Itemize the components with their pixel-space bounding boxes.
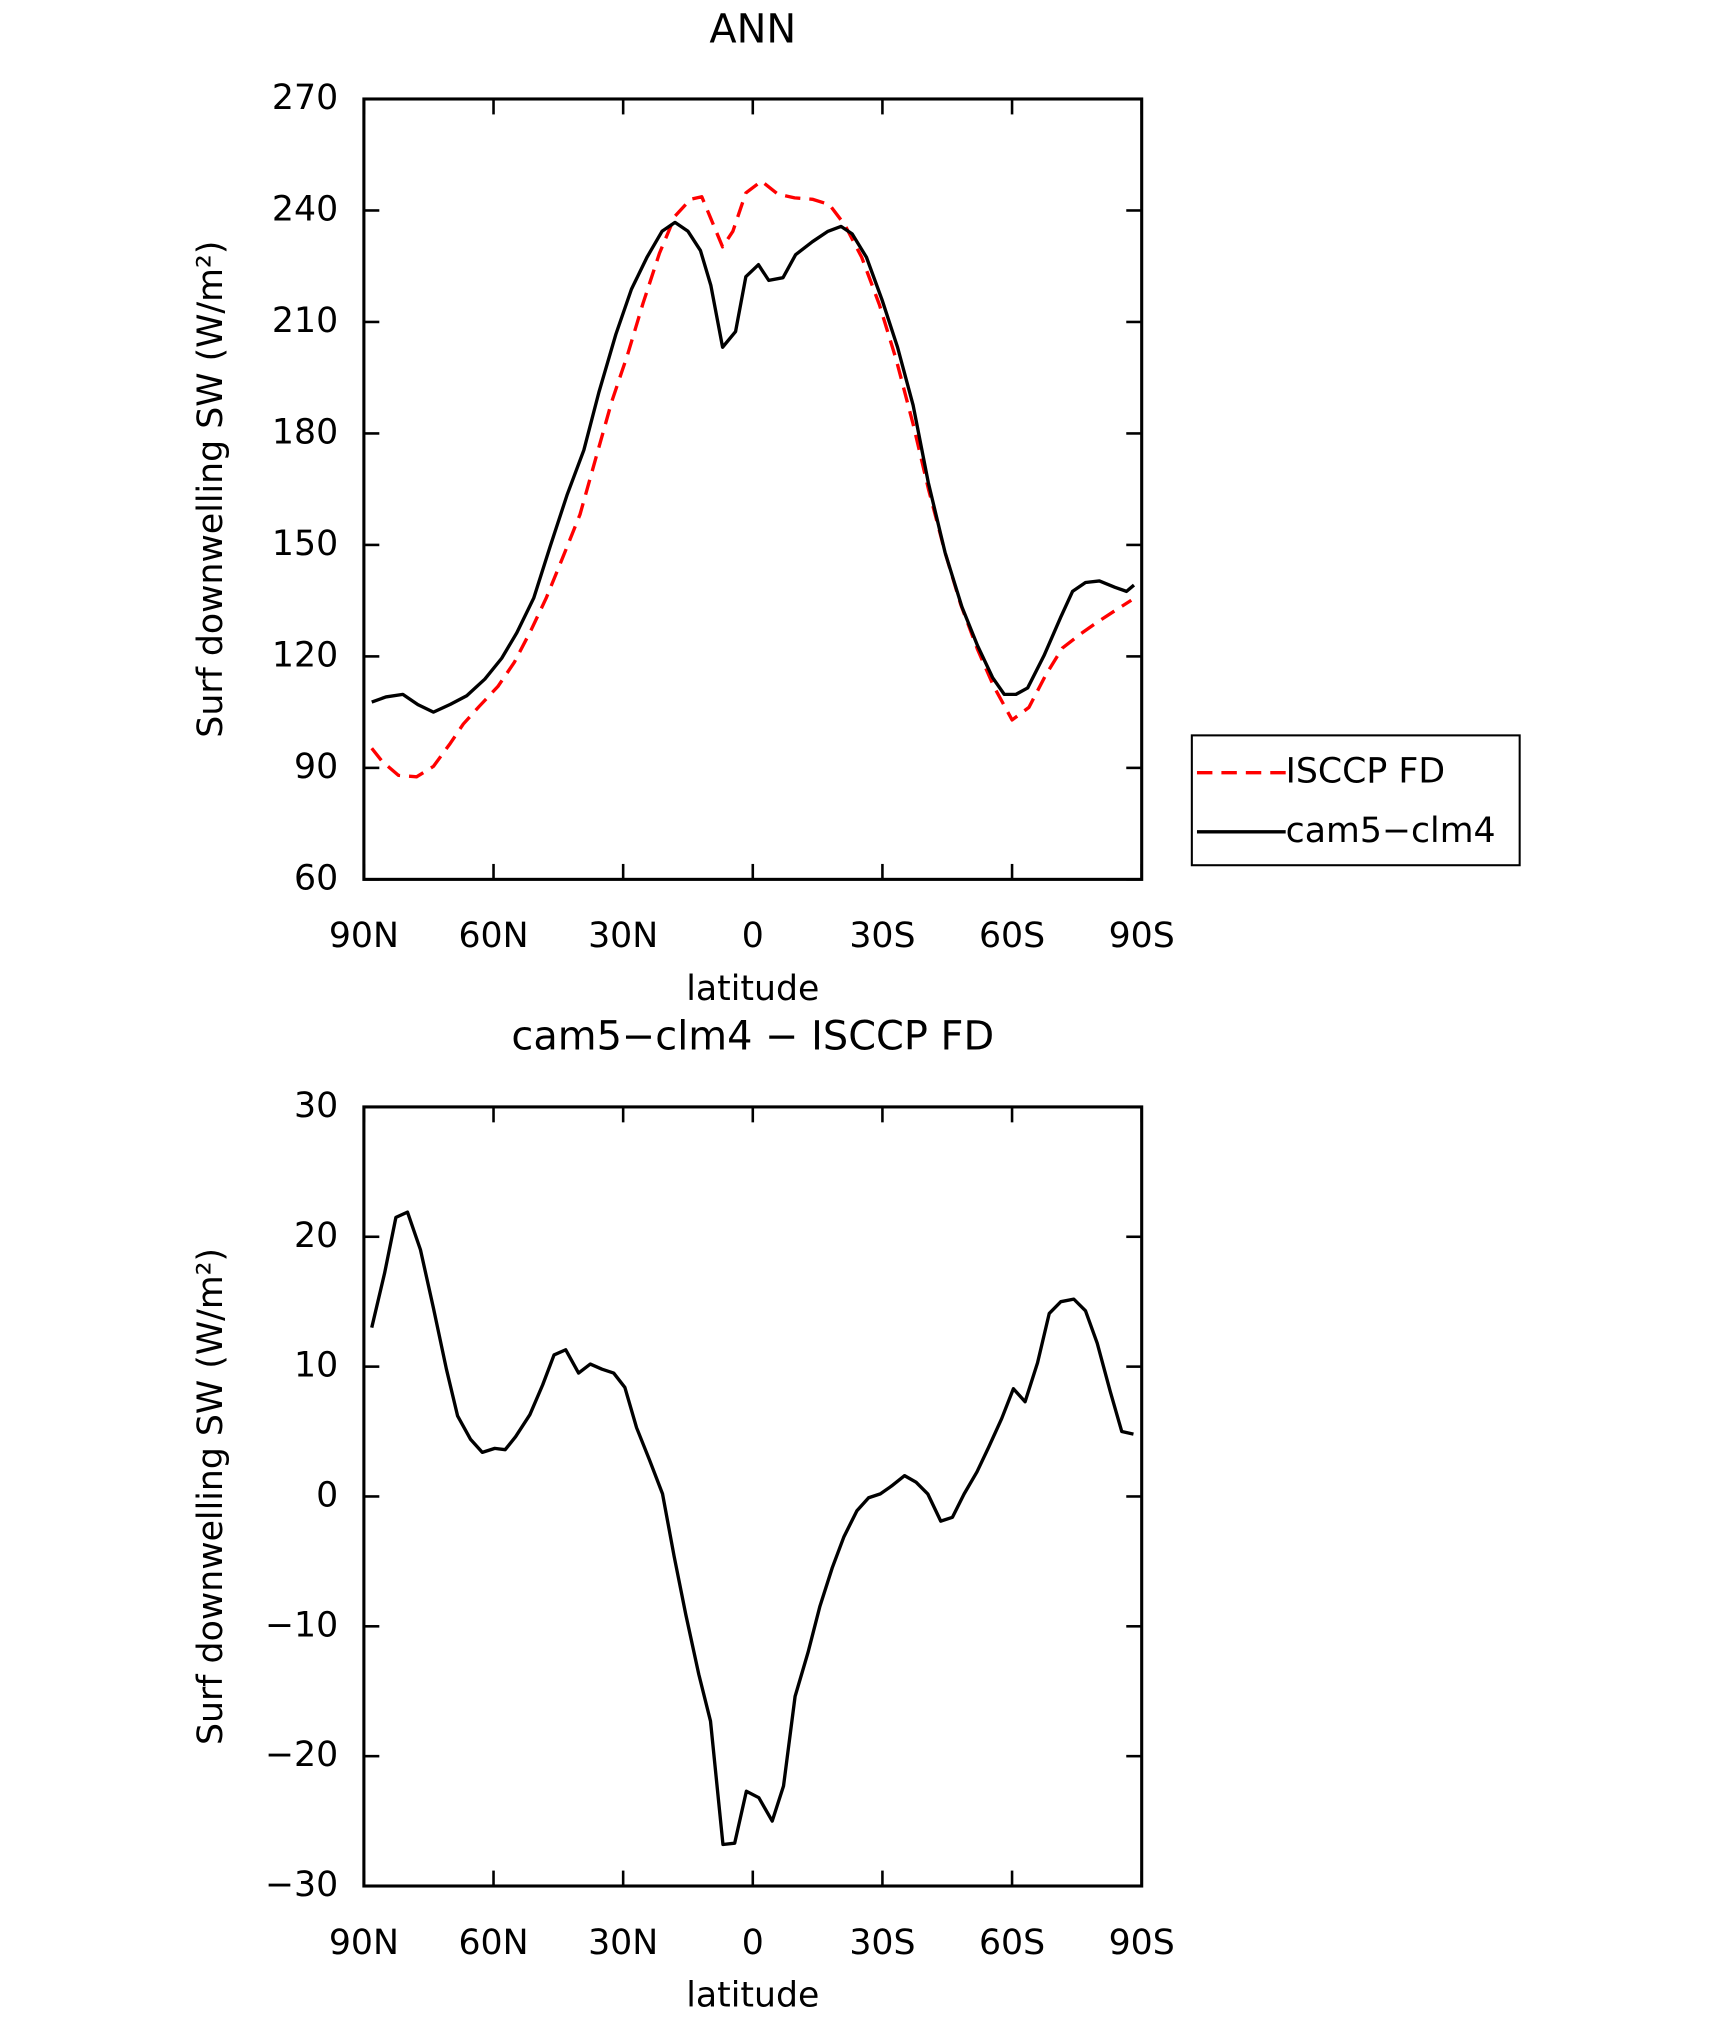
y-tick-label: 120	[272, 635, 338, 675]
y-tick-label: 10	[294, 1346, 338, 1386]
x-tick-label: 90S	[1109, 1923, 1175, 1963]
y-axis-label: Surf downwelling SW (W/m²)	[191, 1248, 231, 1745]
legend-box	[1190, 734, 1521, 867]
y-tick-label: 60	[294, 858, 338, 898]
plot-frame	[362, 97, 1144, 881]
plot-frame	[362, 1105, 1144, 1888]
data-line	[370, 1210, 1134, 1847]
legend-label: cam5−clm4	[1286, 811, 1496, 851]
y-tick-label: −10	[265, 1605, 338, 1645]
x-tick-label: 30N	[588, 1923, 658, 1963]
x-axis-label: latitude	[686, 969, 819, 1009]
x-tick-label: 30N	[588, 916, 658, 956]
legend-label: ISCCP FD	[1286, 752, 1445, 792]
y-tick-label: 180	[272, 412, 338, 452]
x-tick-label: 30S	[849, 916, 915, 956]
y-tick-label: 240	[272, 189, 338, 229]
y-tick-label: 30	[294, 1086, 338, 1126]
x-axis-label: latitude	[686, 1976, 819, 2016]
x-tick-label: 0	[742, 916, 764, 956]
y-axis-label: Surf downwelling SW (W/m²)	[191, 241, 231, 738]
x-tick-label: 30S	[849, 1923, 915, 1963]
data-line	[370, 179, 1133, 779]
chart-title: ANN	[709, 7, 796, 53]
x-tick-label: 60N	[458, 916, 528, 956]
y-tick-label: −20	[265, 1735, 338, 1775]
y-tick-label: −30	[265, 1865, 338, 1905]
y-tick-label: 90	[294, 747, 338, 787]
x-tick-label: 60S	[979, 1923, 1045, 1963]
y-tick-label: 20	[294, 1216, 338, 1256]
y-tick-label: 210	[272, 301, 338, 341]
legend: ISCCP FD cam5−clm4	[1190, 734, 1521, 867]
x-tick-label: 90S	[1109, 916, 1175, 956]
y-tick-label: 0	[316, 1475, 338, 1515]
x-tick-label: 90N	[329, 916, 399, 956]
chart-title: cam5−clm4 − ISCCP FD	[511, 1013, 994, 1059]
x-tick-label: 0	[742, 1923, 764, 1963]
y-tick-label: 270	[272, 78, 338, 118]
x-tick-label: 60S	[979, 916, 1045, 956]
y-tick-label: 150	[272, 524, 338, 564]
data-line	[371, 220, 1136, 714]
x-tick-label: 90N	[329, 1923, 399, 1963]
x-tick-label: 60N	[458, 1923, 528, 1963]
